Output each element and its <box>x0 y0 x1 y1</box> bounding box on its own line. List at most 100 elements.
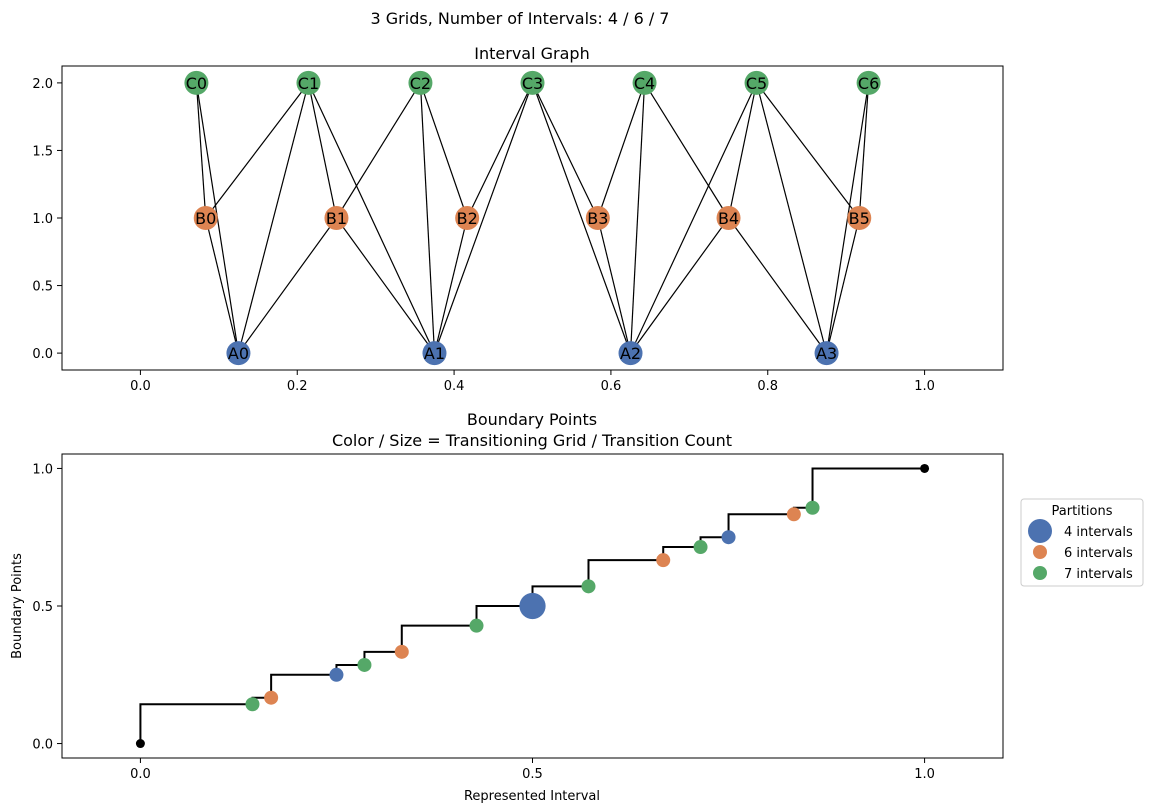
interval-graph-y-ticks: 0.0 0.5 1.0 1.5 2.0 <box>32 77 62 362</box>
node-b3 <box>585 206 610 230</box>
edge-a2-b3 <box>597 217 632 354</box>
interval-graph-title: Interval Graph <box>474 44 589 63</box>
legend-label: 6 intervals <box>1064 546 1133 561</box>
edge-a0-b0 <box>205 217 240 354</box>
edge-b0-c0 <box>195 82 207 219</box>
node-c0 <box>184 70 209 95</box>
boundary-scatter-points <box>135 463 930 749</box>
edge-b5-c5 <box>756 82 860 219</box>
edge-a1-c3 <box>433 82 534 354</box>
edge-a0-c1 <box>237 82 310 354</box>
y-tick-label: 1.0 <box>32 212 53 227</box>
edge-a3-b5 <box>825 217 860 354</box>
legend-marker-grid7 <box>1033 566 1047 580</box>
partitions-legend: Partitions 4 intervals 6 intervals 7 inter… <box>1020 498 1144 587</box>
edge-a3-c5 <box>755 82 828 354</box>
node-label-a2: A2 <box>620 344 641 363</box>
legend-entries: 4 intervals 6 intervals 7 intervals <box>1028 519 1133 582</box>
node-label-c5: C5 <box>746 74 767 93</box>
legend-label: 7 intervals <box>1064 567 1133 582</box>
boundary-point-grid7 <box>469 618 484 633</box>
edge-b0-c1 <box>205 82 309 219</box>
boundary-point-grid6 <box>264 690 279 705</box>
node-b5 <box>847 206 872 230</box>
node-label-b1: B1 <box>326 209 347 228</box>
node-b0 <box>193 206 218 230</box>
boundary-points-x-ticks: 0.0 0.5 1.0 <box>130 758 935 782</box>
node-label-c4: C4 <box>634 74 655 93</box>
edge-b2-c3 <box>466 82 534 219</box>
node-label-c2: C2 <box>410 74 431 93</box>
node-b1 <box>324 206 349 230</box>
interval-graph-axes-frame <box>61 65 1004 371</box>
edge-a2-c3 <box>531 82 632 354</box>
boundary-point-grid7 <box>805 500 820 515</box>
node-c5 <box>744 70 769 95</box>
node-label-a0: A0 <box>228 344 249 363</box>
boundary-point-grid6 <box>656 553 671 568</box>
edge-b5-c6 <box>858 82 870 219</box>
boundary-point-grid4 <box>721 530 736 545</box>
node-c1 <box>296 70 321 95</box>
node-c4 <box>632 70 657 95</box>
edge-b4-c4 <box>644 82 730 219</box>
node-label-b0: B0 <box>195 209 216 228</box>
edge-a1-b1 <box>335 217 435 354</box>
interval-graph-edges <box>195 82 870 354</box>
node-label-c3: C3 <box>522 74 543 93</box>
boundary-point-grid6 <box>786 507 801 522</box>
node-label-c6: C6 <box>858 74 879 93</box>
x-tick-label: 0.5 <box>522 767 543 782</box>
boundary-point-grid4 <box>329 667 344 682</box>
node-a2 <box>618 341 643 366</box>
node-a3 <box>814 341 839 366</box>
node-a0 <box>226 341 251 366</box>
x-tick-label: 1.0 <box>914 379 935 394</box>
y-tick-label: 2.0 <box>32 77 53 92</box>
figure-suptitle: 3 Grids, Number of Intervals: 4 / 6 / 7 <box>371 9 670 28</box>
node-label-b3: B3 <box>587 209 608 228</box>
node-label-c0: C0 <box>186 74 207 93</box>
node-b4 <box>716 206 741 230</box>
edge-a0-b1 <box>237 217 337 354</box>
edge-a1-c2 <box>419 82 436 354</box>
y-tick-label: 0.5 <box>32 280 53 295</box>
legend-marker-grid4 <box>1028 519 1052 543</box>
boundary-points-y-axis-label: Boundary Points <box>10 553 25 659</box>
boundary-point-grid4 <box>519 592 546 620</box>
endpoint-marker <box>135 739 145 749</box>
node-label-a3: A3 <box>816 344 837 363</box>
edge-b2-c2 <box>419 82 468 219</box>
legend-frame <box>1020 498 1144 587</box>
edge-a2-b4 <box>630 217 730 354</box>
y-tick-label: 1.5 <box>32 144 53 159</box>
edge-a2-c5 <box>629 82 758 354</box>
x-tick-label: 0.2 <box>287 379 308 394</box>
x-tick-label: 0.6 <box>601 379 622 394</box>
boundary-points-title-line-1: Boundary Points <box>467 410 597 429</box>
node-c3 <box>520 70 545 95</box>
node-label-b5: B5 <box>849 209 870 228</box>
boundary-point-grid7 <box>357 657 372 672</box>
y-tick-label: 0.5 <box>32 600 53 615</box>
y-tick-label: 0.0 <box>32 738 53 753</box>
boundary-point-grid7 <box>581 579 596 594</box>
node-b2 <box>455 206 480 230</box>
node-a1 <box>422 341 447 366</box>
node-label-a1: A1 <box>424 344 445 363</box>
node-label-c1: C1 <box>298 74 319 93</box>
interval-graph-x-ticks: 0.0 0.2 0.4 0.6 0.8 1.0 <box>130 370 935 394</box>
edge-b4-c5 <box>727 82 758 219</box>
x-tick-label: 0.4 <box>444 379 465 394</box>
boundary-point-grid7 <box>245 697 260 712</box>
y-tick-label: 0.0 <box>32 347 53 362</box>
legend-label: 4 intervals <box>1064 525 1133 540</box>
endpoint-marker <box>920 463 930 473</box>
edge-b1-c1 <box>307 82 338 219</box>
x-tick-label: 1.0 <box>914 767 935 782</box>
edge-a2-c4 <box>629 82 646 354</box>
x-tick-label: 0.0 <box>130 767 151 782</box>
edge-b1-c2 <box>335 82 421 219</box>
interval-graph-nodes: A0 A1 A2 A3 B0 B1 B2 B3 B4 B5 C0 C1 C2 C3 C4 C5 C6 <box>184 70 881 366</box>
